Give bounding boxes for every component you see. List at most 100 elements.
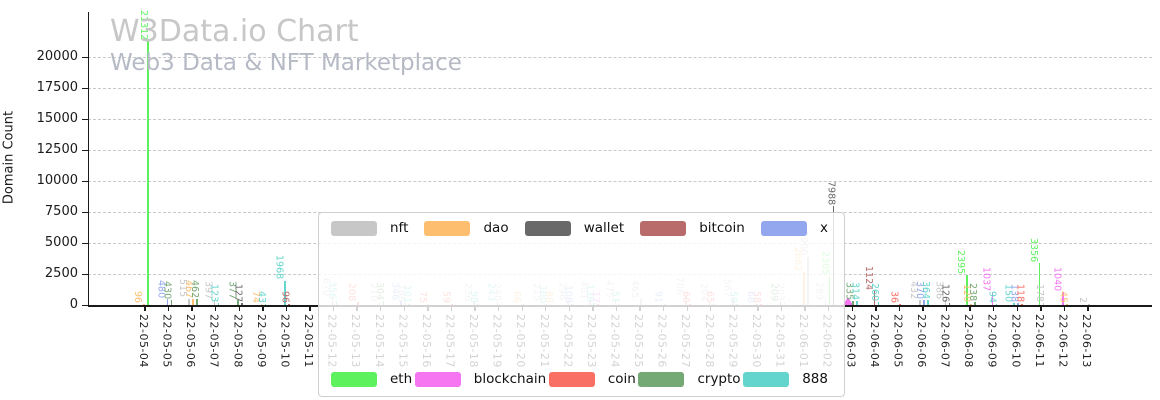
stem-eth	[147, 40, 149, 305]
stem-coin	[1021, 303, 1023, 305]
gridline-y	[88, 119, 1152, 120]
stem-value-label: 178	[1033, 283, 1045, 302]
stem-value-label: 21312	[138, 9, 149, 40]
stem-888	[926, 300, 929, 305]
x-tick-mark	[309, 305, 311, 311]
y-tick-label: 15000	[36, 111, 78, 126]
legend-entry-x: x	[760, 220, 828, 236]
x-tick-mark	[238, 305, 240, 311]
stem-dao	[1066, 304, 1069, 305]
stem-value-label: 2	[1077, 296, 1088, 303]
legend-label-wallet: wallet	[583, 220, 625, 236]
legend-box: nft dao wallet bitcoin x eth blockchain coin cr…	[318, 212, 845, 397]
legend-label-x: x	[819, 220, 828, 236]
stem-wallet	[948, 303, 951, 305]
stem-nft	[944, 300, 947, 305]
stem-value-label: 1037	[980, 266, 992, 292]
stem-value-label: 1040	[1051, 266, 1063, 292]
stem-value-label: 74	[249, 290, 261, 303]
watermark-subtitle: Web3 Data & NFT Marketplace	[110, 50, 462, 76]
stem-bitcoin	[288, 303, 291, 305]
stem-value-label: 386	[933, 281, 945, 300]
stem-value-label: 370	[913, 281, 925, 300]
stem-value-label: 377	[226, 281, 238, 300]
legend-swatch-nft	[331, 220, 377, 236]
stem-eth	[1038, 263, 1041, 305]
x-tick-label: 22-06-06	[914, 314, 928, 368]
x-tick-label: 22-06-07	[938, 314, 952, 368]
legend-entry-coin: coin	[548, 371, 636, 387]
stem-wallet	[241, 303, 243, 305]
legend-label-888: 888	[802, 371, 828, 387]
stem-dao	[192, 299, 194, 305]
y-tick-mark	[82, 118, 88, 120]
legend-row-bottom: eth blockchain coin crypto 888	[319, 364, 844, 396]
stem-888	[856, 301, 858, 305]
stem-value-label: 138	[1008, 284, 1020, 303]
x-tick-label: 22-06-12	[1056, 314, 1070, 368]
y-tick-mark	[82, 242, 88, 244]
stem-888	[995, 303, 998, 305]
stem-value-label: 260	[868, 282, 880, 301]
stem-nft	[213, 300, 216, 305]
stem-value-label: 36	[888, 290, 900, 303]
legend-label-eth: eth	[390, 371, 413, 387]
x-tick-mark	[285, 305, 288, 311]
x-tick-mark	[1087, 305, 1089, 311]
stem-value-label: 94	[986, 290, 998, 303]
x-tick-label: 22-05-07	[207, 314, 221, 368]
stem-value-label: 397	[202, 280, 214, 300]
stem-crypto	[170, 299, 173, 305]
stem-888	[877, 301, 880, 305]
legend-label-nft: nft	[390, 220, 409, 236]
stem-value-label: 45	[1057, 290, 1069, 303]
y-tick-label: 17500	[36, 80, 78, 95]
stem-dao	[260, 304, 263, 305]
y-tick-mark	[82, 211, 88, 213]
stem-value-label: 2395	[955, 250, 967, 275]
stem-coin	[899, 304, 901, 305]
x-tick-label: 22-05-09	[254, 314, 268, 368]
legend-swatch-x	[760, 220, 807, 236]
y-tick-label: 0	[69, 297, 78, 312]
x-tick-mark	[945, 305, 948, 311]
x-tick-mark	[215, 305, 217, 311]
stem-888	[264, 304, 267, 305]
stem-value-label: 120	[961, 284, 973, 303]
x-tick-label: 22-06-04	[867, 314, 881, 368]
stem-x	[166, 299, 169, 305]
stem-crypto	[196, 299, 198, 305]
x-tick-mark	[191, 305, 193, 311]
stem-dao	[970, 303, 972, 305]
y-tick-label: 2500	[44, 266, 78, 281]
legend-entry-bitcoin: bitcoin	[640, 220, 745, 236]
legend-entry-nft: nft	[331, 220, 408, 236]
y-tick-mark	[82, 273, 88, 275]
stem-value-label: 314	[849, 281, 861, 301]
legend-entry-eth: eth	[331, 371, 412, 387]
x-tick-label: 22-06-08	[962, 314, 976, 368]
marker-triangle-blockchain	[843, 297, 854, 305]
stem-value-label: 480	[155, 279, 167, 299]
legend-label-dao: dao	[483, 220, 509, 236]
stem-888	[1013, 303, 1015, 305]
x-tick-label: 22-05-10	[278, 314, 292, 368]
y-tick-mark	[82, 304, 88, 306]
legend-swatch-blockchain	[414, 371, 461, 387]
legend-entry-crypto: crypto	[638, 371, 741, 387]
stem-x	[1017, 303, 1019, 305]
y-tick-label: 7500	[44, 204, 78, 219]
stem-bitcoin	[873, 291, 876, 305]
x-tick-mark	[875, 305, 877, 311]
stem-dao	[143, 303, 145, 305]
x-tick-mark	[898, 305, 901, 311]
stem-value-label: 462	[189, 280, 201, 299]
stem-crypto	[237, 300, 239, 305]
gridline-y	[88, 88, 1152, 89]
stem-888	[217, 303, 220, 305]
y-tick-mark	[82, 149, 88, 151]
legend-label-crypto: crypto	[697, 371, 741, 387]
legend-swatch-wallet	[524, 220, 571, 236]
stem-value-label: 3356	[1027, 238, 1039, 263]
